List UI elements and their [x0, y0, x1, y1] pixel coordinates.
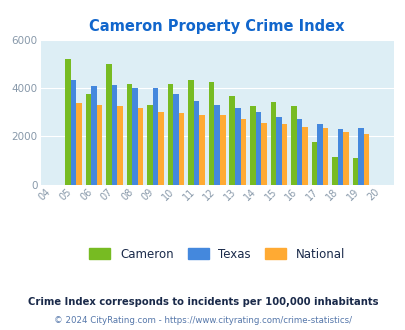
Bar — [357, 128, 363, 185]
Bar — [173, 94, 179, 185]
Bar — [91, 86, 96, 185]
Bar — [337, 129, 342, 185]
Bar — [76, 103, 81, 185]
Bar — [188, 80, 194, 185]
Bar — [281, 124, 286, 185]
Bar — [132, 88, 138, 185]
Bar — [167, 84, 173, 185]
Bar — [255, 112, 260, 185]
Bar — [117, 106, 123, 185]
Bar — [96, 105, 102, 185]
Bar — [249, 106, 255, 185]
Bar — [352, 158, 357, 185]
Title: Cameron Property Crime Index: Cameron Property Crime Index — [89, 19, 344, 34]
Bar — [199, 115, 205, 185]
Bar — [270, 102, 275, 185]
Bar — [260, 123, 266, 185]
Bar — [214, 105, 220, 185]
Bar — [342, 132, 348, 185]
Bar — [290, 106, 296, 185]
Bar — [240, 119, 245, 185]
Text: Crime Index corresponds to incidents per 100,000 inhabitants: Crime Index corresponds to incidents per… — [28, 297, 377, 307]
Bar — [106, 64, 111, 185]
Bar — [147, 105, 152, 185]
Bar — [234, 108, 240, 185]
Bar — [65, 59, 70, 185]
Bar — [179, 114, 184, 185]
Bar — [138, 108, 143, 185]
Bar — [85, 94, 91, 185]
Text: © 2024 CityRating.com - https://www.cityrating.com/crime-statistics/: © 2024 CityRating.com - https://www.city… — [54, 316, 351, 325]
Bar — [311, 142, 316, 185]
Bar — [331, 157, 337, 185]
Bar — [220, 115, 225, 185]
Bar — [158, 112, 164, 185]
Bar — [126, 84, 132, 185]
Bar — [363, 134, 369, 185]
Bar — [296, 119, 301, 185]
Legend: Cameron, Texas, National: Cameron, Texas, National — [84, 243, 349, 265]
Bar — [301, 127, 307, 185]
Bar — [111, 85, 117, 185]
Bar — [275, 116, 281, 185]
Bar — [209, 82, 214, 185]
Bar — [316, 123, 322, 185]
Bar — [152, 88, 158, 185]
Bar — [70, 80, 76, 185]
Bar — [229, 96, 234, 185]
Bar — [194, 101, 199, 185]
Bar — [322, 128, 327, 185]
